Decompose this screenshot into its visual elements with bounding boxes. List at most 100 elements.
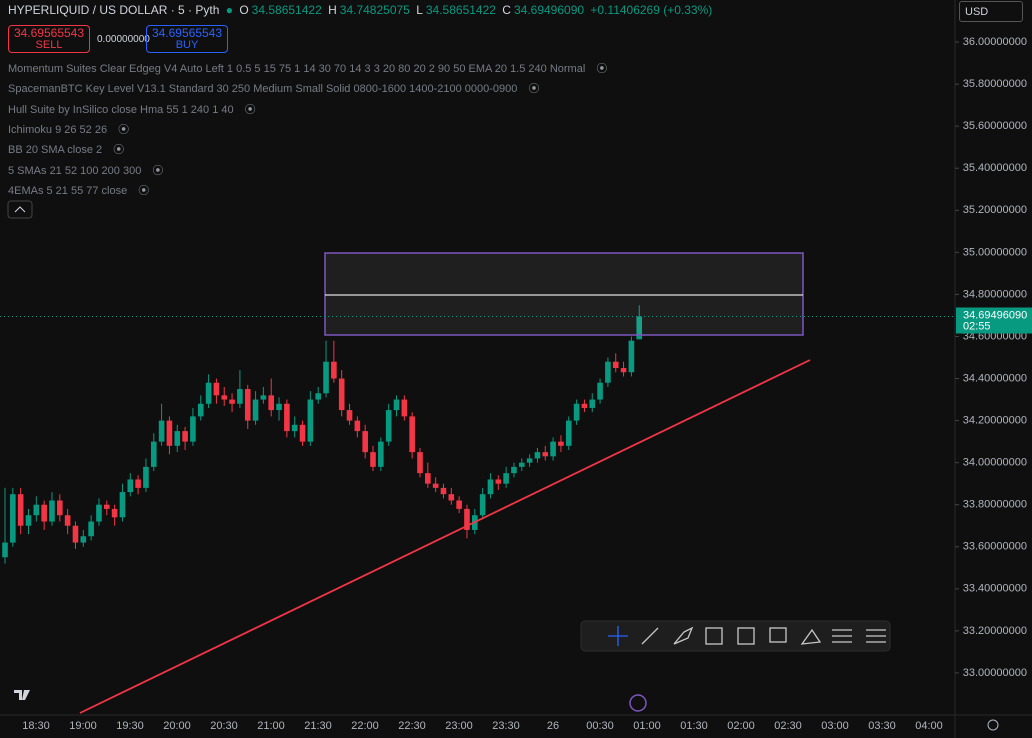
candle-body [409, 416, 415, 453]
y-tick-label: 35.40000000 [963, 162, 1027, 174]
visibility-icon[interactable]: ⦿ [149, 164, 164, 177]
x-tick-label: 03:00 [821, 720, 849, 732]
candle-body [150, 441, 157, 467]
x-tick-label: 03:30 [868, 720, 896, 732]
visibility-icon[interactable]: ⦿ [115, 123, 130, 136]
x-tick-label: 02:30 [774, 720, 802, 732]
candle-body [362, 431, 368, 453]
currency-select[interactable]: USD [959, 1, 1023, 22]
candle-body [401, 399, 408, 417]
sell-label: SELL [35, 39, 63, 51]
candle-body [605, 361, 611, 383]
indicator[interactable]: Ichimoku 9 26 52 26 ⦿ [8, 123, 130, 136]
visibility-icon[interactable]: ⦿ [593, 63, 608, 75]
sell-price: 34.69565543 [13, 26, 85, 40]
drawing-toolbar [580, 620, 891, 652]
y-tick-label: 33.20000000 [963, 625, 1027, 637]
settings-icon[interactable] [987, 719, 999, 731]
y-tick-label: 34.80000000 [963, 288, 1027, 300]
candle-body [385, 410, 392, 442]
buy-button[interactable]: 34.69565543 BUY [146, 25, 228, 53]
replay-icon[interactable] [629, 694, 647, 712]
text-tool[interactable] [769, 627, 787, 643]
erase-tool[interactable] [800, 628, 822, 645]
candle-body [80, 536, 87, 543]
candle-body [612, 361, 619, 369]
logo [14, 690, 30, 700]
y-tick-label: 34.20000000 [963, 414, 1027, 426]
candle-body [166, 420, 173, 446]
indicator[interactable]: SpacemanBTC Key Level V13.1 Standard 30 … [8, 83, 540, 96]
symbol[interactable]: HYPERLIQUID / US DOLLAR · 5 · Pyth [8, 3, 220, 17]
x-tick-label: 00:30 [586, 720, 614, 732]
visibility-icon[interactable]: ⦿ [525, 83, 540, 96]
candle-body [425, 473, 431, 484]
y-tick-label: 35.80000000 [963, 78, 1027, 90]
candle-body [479, 494, 486, 516]
candle-body [143, 466, 149, 488]
symbol-header: HYPERLIQUID / US DOLLAR · 5 · Pyth ● O 34… [8, 3, 715, 17]
candle-body [503, 473, 509, 484]
more-tool[interactable] [866, 629, 886, 643]
candle-body [495, 479, 502, 484]
candle-body [534, 452, 541, 459]
candle-body [542, 452, 549, 457]
x-tick-label: 04:00 [915, 720, 943, 732]
x-tick-label: 02:00 [727, 720, 755, 732]
candle-body [331, 361, 337, 379]
collapse-button[interactable] [7, 200, 33, 219]
visibility-icon[interactable]: ⦿ [110, 144, 125, 157]
candle-body [338, 378, 345, 411]
fib-tool[interactable] [705, 627, 723, 645]
candle-body [17, 494, 24, 526]
l-label: L [416, 3, 423, 17]
candle-body [268, 395, 275, 411]
o-label: O [239, 3, 249, 17]
candle-body [440, 487, 447, 495]
candle-body [221, 395, 228, 400]
candle-body [558, 441, 564, 446]
visibility-icon[interactable]: ⦿ [135, 184, 150, 197]
trend-line[interactable] [79, 359, 811, 714]
candle-body [72, 525, 79, 543]
candle-body [511, 466, 517, 474]
candle-body [432, 483, 439, 488]
candle-body [49, 500, 55, 522]
line-tool[interactable] [641, 627, 659, 645]
candle-body [636, 316, 643, 340]
candle-body [25, 515, 32, 526]
spread: 0.00000000 [97, 34, 150, 45]
candle-body [628, 340, 635, 373]
candle-body [589, 399, 596, 408]
currency: USD [965, 6, 989, 18]
indicator[interactable]: 4EMAs 5 21 55 77 close ⦿ [8, 184, 150, 197]
countdown: 02:55 [963, 320, 991, 332]
zone-box[interactable] [324, 252, 804, 336]
last-price-tag [956, 307, 1032, 334]
candle-body [323, 361, 329, 394]
x-tick-label: 23:00 [445, 720, 473, 732]
candle-body [620, 368, 627, 373]
y-tick-label: 34.40000000 [963, 372, 1027, 384]
measure-tool[interactable] [832, 629, 852, 643]
y-tick-label: 33.80000000 [963, 499, 1027, 511]
visibility-icon[interactable]: ⦿ [241, 103, 256, 116]
sell-button[interactable]: 34.69565543 SELL [8, 25, 90, 53]
c-label: C [502, 3, 511, 17]
x-tick-label: 22:00 [351, 720, 379, 732]
candle-body [96, 504, 102, 522]
indicator[interactable]: Momentum Suites Clear Edgeg V4 Auto Left… [8, 63, 608, 75]
candle-body [244, 389, 251, 421]
indicator[interactable]: BB 20 SMA close 2 ⦿ [8, 144, 125, 157]
indicator[interactable]: 5 SMAs 21 52 100 200 300 ⦿ [8, 164, 164, 177]
x-tick-label: 01:00 [633, 720, 661, 732]
candle-body [565, 420, 572, 446]
rect-tool[interactable] [737, 627, 755, 645]
x-tick-label: 21:30 [304, 720, 332, 732]
indicator[interactable]: Hull Suite by InSilico close Hma 55 1 24… [8, 103, 256, 116]
candle-body [370, 452, 376, 467]
candle-body [393, 399, 400, 411]
brush-tool[interactable] [673, 626, 694, 645]
change: +0.11406269 (+0.33%) [590, 3, 713, 17]
h-value: 34.74825075 [339, 3, 410, 17]
